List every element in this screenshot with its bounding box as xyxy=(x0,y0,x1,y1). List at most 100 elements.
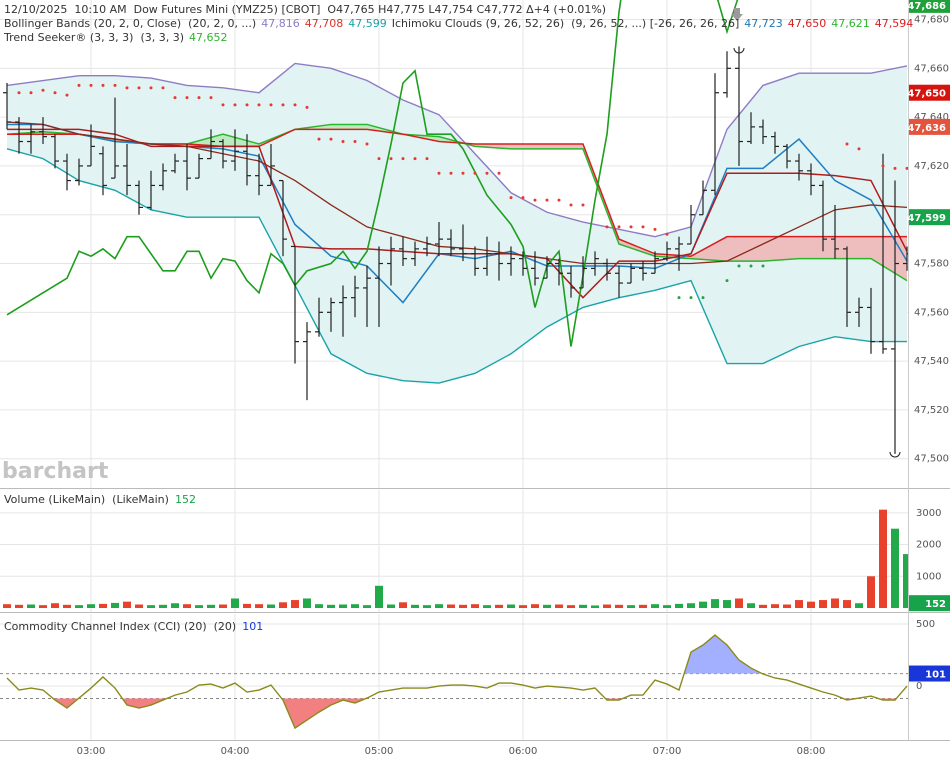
trend-dot xyxy=(77,83,81,87)
volume-bar xyxy=(579,604,587,608)
volume-bar xyxy=(519,605,527,608)
cci-plot xyxy=(0,614,908,740)
volume-bar xyxy=(255,604,263,608)
volume-bar xyxy=(807,601,815,608)
badge-label: 152 xyxy=(925,599,946,610)
cci-line xyxy=(6,634,908,730)
bollinger-lower xyxy=(6,148,907,384)
trend-dot xyxy=(173,96,177,100)
volume-bar xyxy=(543,604,551,608)
legend-item: Trend Seeker® (3, 3, 3) (3, 3, 3) xyxy=(3,31,184,44)
volume-bar xyxy=(351,604,359,608)
trend-dot xyxy=(257,103,261,107)
volume-bar xyxy=(243,603,251,608)
y-tick-label: 47,640 xyxy=(914,112,949,123)
header-line: 12/10/2025 10:10 AM Dow Futures Mini (YM… xyxy=(4,3,606,16)
y-tick-label: 47,680 xyxy=(914,15,949,26)
volume-bar xyxy=(687,603,695,608)
cci-title: Commodity Channel Index (CCI) (20) (20) xyxy=(4,620,236,633)
trend-seeker xyxy=(6,121,908,265)
legend-item: Ichimoku Clouds (9, 26, 52, 26) (9, 26, … xyxy=(392,17,740,30)
trend-dot xyxy=(161,86,165,90)
volume-bar xyxy=(639,604,647,608)
trend-dot xyxy=(377,157,381,161)
trend-dot xyxy=(497,171,501,175)
trend-dot xyxy=(389,157,393,161)
trend-dot xyxy=(737,264,741,268)
cloud-fill xyxy=(763,236,799,262)
x-tick-label: 08:00 xyxy=(797,746,826,757)
y-tick-label: 47,620 xyxy=(914,161,949,172)
volume-bar xyxy=(147,605,155,608)
trend-dot xyxy=(137,86,141,90)
volume-bar xyxy=(531,604,539,608)
trend-dot xyxy=(341,140,345,144)
trend-dot xyxy=(629,225,633,229)
y-tick-label: 47,520 xyxy=(914,405,949,416)
volume-bar xyxy=(567,605,575,608)
volume-bar xyxy=(207,604,215,608)
volume-bar xyxy=(771,604,779,608)
trend-dot xyxy=(65,93,69,97)
volume-bar xyxy=(75,605,83,608)
volume-bar xyxy=(171,603,179,608)
price-badge xyxy=(909,665,950,682)
trend-dot xyxy=(749,264,753,268)
volume-bar xyxy=(423,605,431,608)
watermark: barchart xyxy=(2,459,109,484)
trend-dot xyxy=(461,171,465,175)
volume-value: 152 xyxy=(175,493,196,506)
cci-legend: Commodity Channel Index (CCI) (20) (20) 1… xyxy=(4,620,263,633)
volume-bar xyxy=(87,604,95,608)
trend-dot xyxy=(413,157,417,161)
volume-bar xyxy=(183,604,191,608)
volume-bar xyxy=(879,509,887,608)
volume-bar xyxy=(471,604,479,608)
volume-bar xyxy=(759,604,767,608)
trend-dot xyxy=(29,91,33,95)
volume-bar xyxy=(627,605,635,608)
trend-dot xyxy=(329,137,333,141)
trend-dot xyxy=(521,196,525,200)
trend-dot xyxy=(209,96,213,100)
trend-dot xyxy=(893,166,897,170)
legend-item: 47,599 xyxy=(348,17,387,30)
badge-label: 47,650 xyxy=(907,89,946,100)
volume-bar xyxy=(483,605,491,608)
volume-bar xyxy=(663,605,671,608)
trend-dot xyxy=(125,86,129,90)
price-badge xyxy=(909,595,950,612)
trend-dot xyxy=(41,88,45,92)
legend-item: 47,708 xyxy=(305,17,344,30)
volume-bar xyxy=(735,598,743,608)
y-tick-label: 47,500 xyxy=(914,454,949,465)
volume-bar xyxy=(315,604,323,608)
trend-dot xyxy=(245,103,249,107)
volume-bar xyxy=(231,598,239,608)
volume-bar xyxy=(903,554,908,608)
trend-dot xyxy=(113,83,117,87)
legend-item: 47,594 xyxy=(875,17,914,30)
trend-dot xyxy=(581,203,585,207)
ichimoku-lagging xyxy=(6,0,739,347)
trend-dot xyxy=(305,105,309,109)
volume-bar xyxy=(375,585,383,608)
badge-label: 47,599 xyxy=(907,213,946,224)
legend-item: 47,723 xyxy=(744,17,783,30)
trend-dot xyxy=(53,91,57,95)
volume-bar xyxy=(651,604,659,608)
volume-bar xyxy=(855,603,863,608)
volume-bar xyxy=(555,604,563,608)
volume-bar xyxy=(291,600,299,608)
volume-bar xyxy=(867,576,875,608)
volume-bar xyxy=(3,604,11,608)
trend-dot xyxy=(221,103,225,107)
trend-dot xyxy=(293,103,297,107)
badge-label: 101 xyxy=(925,670,946,681)
trend-dot xyxy=(365,142,369,146)
volume-bar xyxy=(459,604,467,608)
trend-dot xyxy=(761,264,765,268)
volume-bar xyxy=(819,600,827,608)
volume-legend: Volume (LikeMain) (LikeMain) 152 xyxy=(4,493,196,506)
volume-bar xyxy=(699,601,707,608)
